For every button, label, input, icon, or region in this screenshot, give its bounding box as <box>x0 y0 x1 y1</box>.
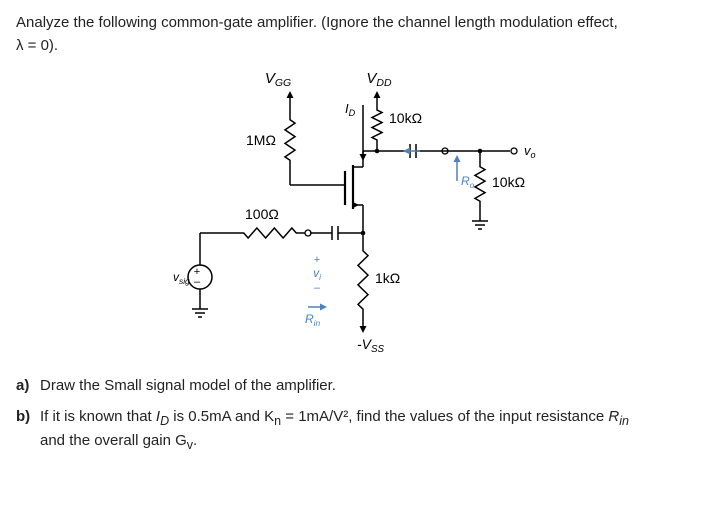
svg-text:–: – <box>194 276 201 288</box>
svg-text:–: – <box>314 282 321 294</box>
q-b-t1: If it is known that <box>40 408 156 425</box>
q-b-t5: . <box>193 432 197 449</box>
svg-text:100Ω: 100Ω <box>245 206 279 222</box>
question-list: a) Draw the Small signal model of the am… <box>16 375 704 455</box>
svg-text:Rin: Rin <box>305 312 321 328</box>
svg-text:10kΩ: 10kΩ <box>492 174 525 190</box>
svg-text:1MΩ: 1MΩ <box>246 132 276 148</box>
q-b-t2: is 0.5mA and K <box>169 408 274 425</box>
q-b-t3: = 1mA/V², find the values of the input r… <box>281 408 608 425</box>
svg-text:ID: ID <box>345 101 356 118</box>
svg-text:Ro: Ro <box>461 174 475 190</box>
svg-text:1kΩ: 1kΩ <box>375 270 400 286</box>
svg-text:10kΩ: 10kΩ <box>389 110 422 126</box>
problem-intro: Analyze the following common-gate amplif… <box>16 12 704 57</box>
q-b-Rin: R <box>608 408 619 425</box>
q-b-label: b) <box>16 406 40 456</box>
intro-line2: λ = 0). <box>16 37 58 54</box>
svg-text:+: + <box>314 254 320 266</box>
q-b-IDs: D <box>160 414 169 428</box>
svg-text:vsig: vsig <box>173 270 190 286</box>
q-b-Rins: in <box>619 414 629 428</box>
intro-line1: Analyze the following common-gate amplif… <box>16 14 618 31</box>
svg-text:vo: vo <box>524 143 536 160</box>
circuit-svg: VGG1MΩVDD10kΩID100Ω+–vsig1kΩ-VSSRovo10kΩ… <box>145 65 575 365</box>
q-a-text: Draw the Small signal model of the ampli… <box>40 375 704 398</box>
question-b: b) If it is known that ID is 0.5mA and K… <box>16 406 704 456</box>
q-b-t4: and the overall gain G <box>40 432 187 449</box>
q-b-text: If it is known that ID is 0.5mA and Kn =… <box>40 406 704 456</box>
svg-text:VDD: VDD <box>366 70 392 89</box>
q-a-label: a) <box>16 375 40 398</box>
svg-text:vi: vi <box>313 266 322 282</box>
svg-text:-VSS: -VSS <box>357 336 385 355</box>
svg-text:VGG: VGG <box>265 70 291 89</box>
circuit-figure: VGG1MΩVDD10kΩID100Ω+–vsig1kΩ-VSSRovo10kΩ… <box>16 65 704 365</box>
question-a: a) Draw the Small signal model of the am… <box>16 375 704 398</box>
